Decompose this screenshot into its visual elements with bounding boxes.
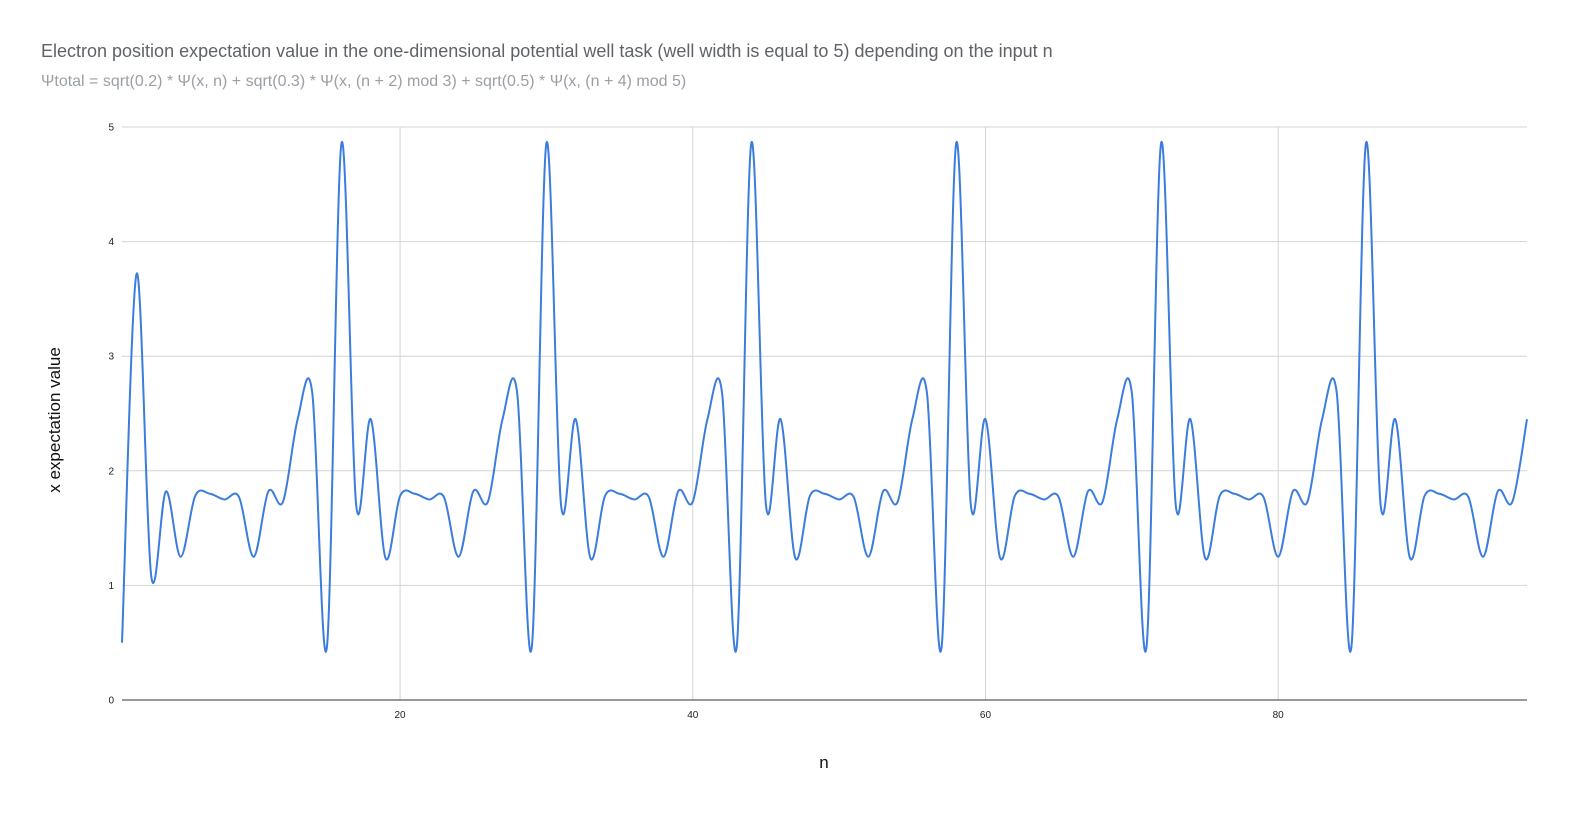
y-tick-label: 3 [108, 352, 114, 363]
y-tick-label: 1 [108, 581, 114, 592]
chart-subtitle: Ψtotal = sqrt(0.2) * Ψ(x, n) + sqrt(0.3)… [41, 73, 687, 90]
x-tick-label: 20 [395, 710, 407, 721]
y-axis-title: x expectation value [45, 347, 64, 493]
gridlines [122, 126, 1527, 700]
y-tick-label: 5 [108, 123, 114, 134]
y-tick-label: 2 [108, 466, 114, 477]
x-tick-label: 60 [980, 710, 992, 721]
series-line [121, 141, 1528, 653]
x-axis-title: n [819, 753, 828, 772]
tick-labels: 0 1 2 3 4 5 20 40 60 80 [108, 123, 1284, 722]
chart-title: Electron position expectation value in t… [41, 41, 1053, 61]
y-tick-label: 4 [108, 237, 114, 248]
y-tick-label: 0 [108, 696, 114, 707]
x-tick-label: 80 [1273, 710, 1285, 721]
series-group [121, 141, 1528, 653]
x-tick-label: 40 [687, 710, 699, 721]
